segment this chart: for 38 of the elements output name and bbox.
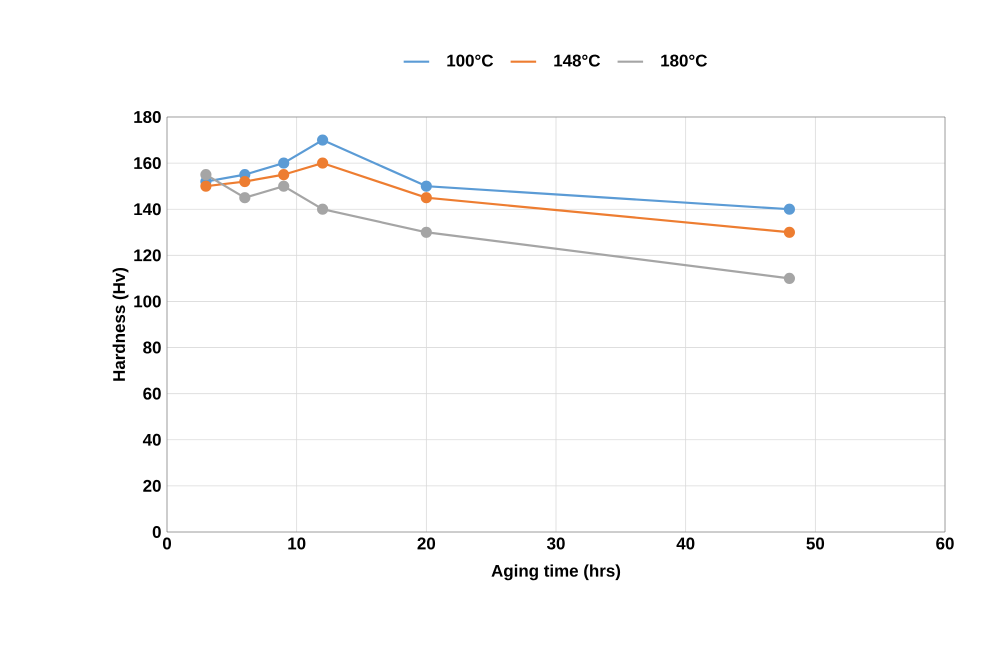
legend-label: 180°C	[661, 54, 707, 67]
x-tick-label: 60	[936, 538, 954, 550]
x-tick-label: 10	[288, 538, 306, 550]
point	[239, 192, 250, 204]
y-tick-label: 80	[143, 342, 161, 354]
point	[420, 192, 432, 204]
x-tick-label: 40	[676, 538, 694, 550]
point	[317, 204, 328, 215]
x-tick-label: 0	[162, 538, 172, 550]
y-tick-label: 60	[143, 388, 161, 400]
point	[278, 158, 290, 169]
y-tick-label: 160	[134, 157, 161, 170]
legend-label: 148°C	[554, 54, 600, 67]
point	[200, 180, 212, 192]
x-tick-label: 50	[806, 538, 824, 550]
point	[784, 226, 795, 238]
point	[317, 134, 328, 146]
y-tick-label: 180	[134, 110, 161, 123]
y-tick-label: 20	[143, 480, 161, 492]
point	[200, 169, 212, 180]
point	[317, 158, 328, 169]
x-tick-label: 20	[418, 538, 436, 550]
point	[420, 180, 432, 192]
y-tick-label: 100	[134, 295, 161, 308]
point	[784, 204, 795, 215]
x-axis-title: Aging time (hrs)	[492, 564, 620, 580]
x-tick-label: 30	[546, 538, 565, 550]
y-tick-label: 0	[152, 526, 161, 538]
y-tick-label: 140	[134, 203, 161, 216]
point	[278, 180, 290, 192]
point	[278, 169, 290, 180]
y-tick-label: 120	[134, 249, 161, 262]
legend-label: 100°C	[447, 54, 494, 67]
y-axis-title: Hardness (Hv)	[112, 268, 128, 381]
point	[420, 226, 432, 238]
point	[784, 272, 795, 284]
point	[239, 176, 250, 188]
y-tick-label: 40	[142, 434, 161, 446]
